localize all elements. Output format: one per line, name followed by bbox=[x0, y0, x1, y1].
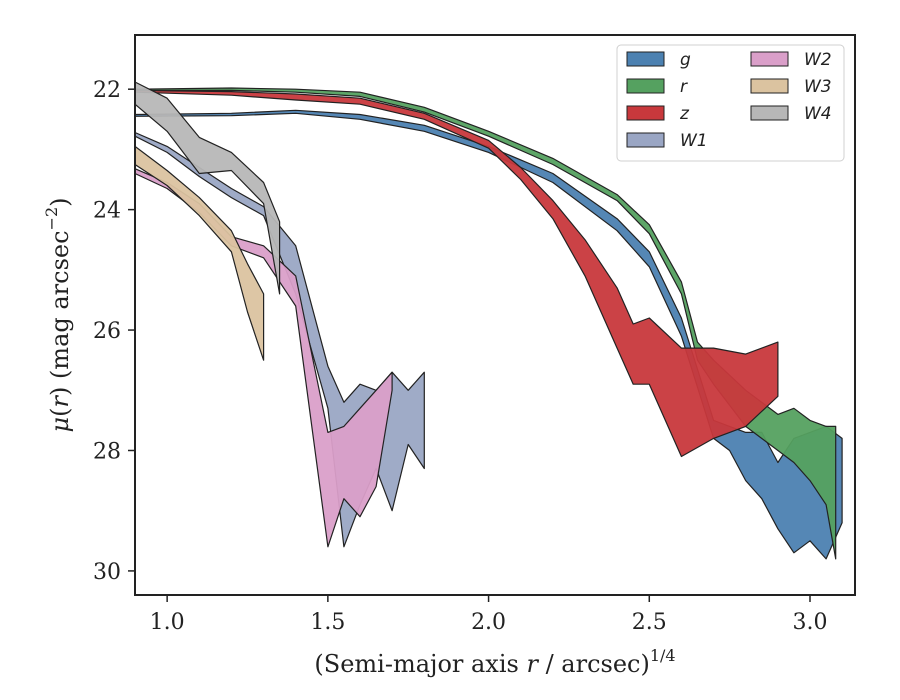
legend-box bbox=[616, 44, 845, 162]
y-axis-label: μ(r) (mag arcsec−2) bbox=[42, 197, 74, 432]
legend-swatch-w2 bbox=[750, 51, 789, 67]
legend-label-z: z bbox=[679, 104, 690, 124]
band-w3 bbox=[135, 145, 265, 361]
legend-label-w2: W2 bbox=[804, 50, 832, 70]
legend-label-w3: W3 bbox=[804, 77, 832, 97]
y-tick-label: 24 bbox=[93, 199, 121, 224]
x-tick-label: 1.5 bbox=[310, 610, 345, 635]
y-tick-label: 26 bbox=[93, 319, 121, 344]
axes-frame bbox=[134, 34, 856, 596]
y-tick-label: 22 bbox=[93, 78, 121, 103]
legend-swatch-r bbox=[626, 78, 665, 94]
legend-swatch-w4 bbox=[750, 105, 789, 121]
legend-swatch-z bbox=[626, 105, 665, 121]
y-tick-label: 30 bbox=[93, 560, 121, 585]
x-tick-label: 3.0 bbox=[793, 610, 828, 635]
legend-label-r: r bbox=[680, 77, 688, 97]
band-r bbox=[135, 87, 837, 560]
legend-label-w4: W4 bbox=[804, 104, 832, 124]
series-bands bbox=[135, 81, 843, 560]
x-axis-label: (Semi-major axis r / arcsec)1/4 bbox=[314, 646, 675, 678]
x-tick-label: 1.0 bbox=[150, 610, 185, 635]
legend-swatch-w3 bbox=[750, 78, 789, 94]
axis-ticks: 1.0 1.5 2.0 2.5 3.0 22 24 26 28 30 bbox=[93, 78, 828, 635]
x-tick-label: 2.5 bbox=[632, 610, 667, 635]
plot-frame bbox=[134, 34, 856, 596]
legend-label-w1: W1 bbox=[680, 131, 708, 151]
legend-swatch-g bbox=[626, 51, 665, 67]
legend-swatch-w1 bbox=[626, 132, 665, 148]
legend: grz W1 W2 W3 W4 bbox=[616, 44, 845, 162]
band-z bbox=[135, 89, 779, 458]
x-tick-label: 2.0 bbox=[471, 610, 506, 635]
legend-label-g: g bbox=[680, 50, 691, 70]
y-tick-label: 28 bbox=[93, 439, 121, 464]
band-w4 bbox=[135, 81, 281, 295]
